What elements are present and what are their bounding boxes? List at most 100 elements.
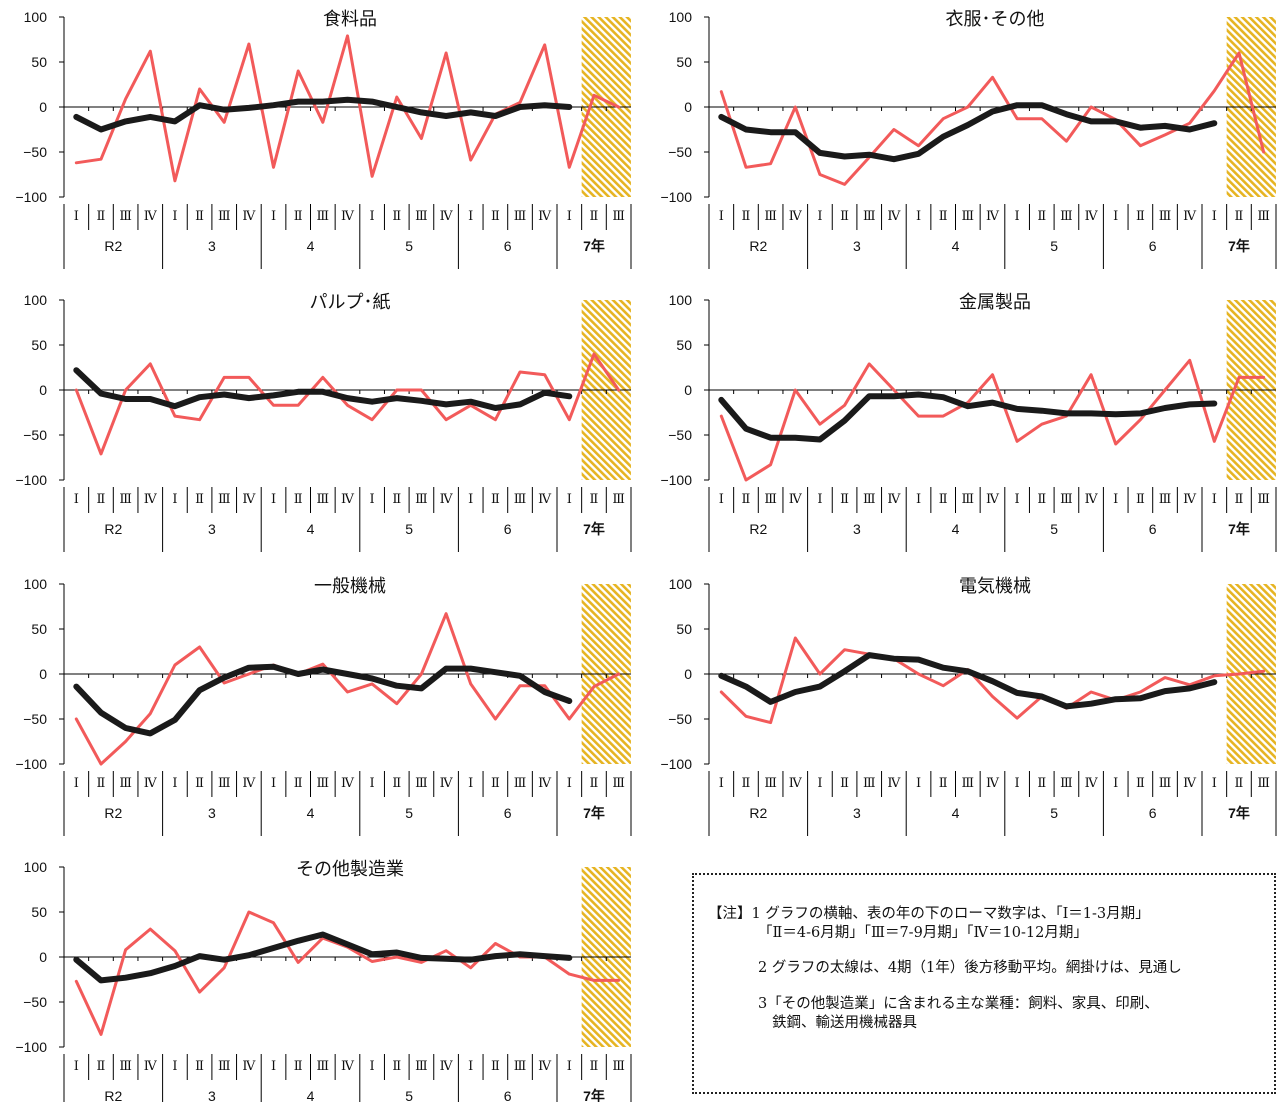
x-quarter-label: Ⅲ — [1159, 209, 1172, 224]
x-year-label: R2 — [104, 1088, 122, 1102]
series-moving-average-line — [73, 931, 573, 984]
chart-title: 電気機械 — [959, 576, 1031, 597]
x-quarter-label: Ⅱ — [491, 776, 500, 791]
note-line-4: 3「その他製造業」に含まれる主な業種：飼料、家具、印刷、 — [758, 996, 1159, 1012]
y-tick-label: −50 — [668, 711, 692, 727]
x-quarter-label: Ⅱ — [392, 1059, 401, 1074]
x-quarter-label: Ⅳ — [341, 1059, 355, 1074]
x-quarter-label: Ⅰ — [567, 492, 572, 507]
x-quarter-label: Ⅱ — [939, 209, 948, 224]
x-quarter-label: Ⅲ — [218, 1059, 231, 1074]
x-quarter-label: Ⅰ — [1113, 492, 1118, 507]
x-quarter-label: Ⅰ — [172, 209, 177, 224]
x-quarter-label: Ⅰ — [817, 492, 822, 507]
x-quarter-label: Ⅲ — [863, 776, 876, 791]
x-year-label: 4 — [307, 805, 315, 821]
x-year-label: 3 — [208, 521, 216, 537]
x-quarter-label: Ⅰ — [567, 209, 572, 224]
y-tick-label: 0 — [39, 949, 47, 965]
x-year-label: 5 — [1050, 238, 1058, 254]
x-quarter-label: Ⅲ — [1159, 492, 1172, 507]
x-quarter-label: Ⅱ — [392, 492, 401, 507]
x-quarter-label: Ⅱ — [294, 209, 303, 224]
x-year-label: 3 — [853, 238, 861, 254]
x-quarter-label: Ⅰ — [916, 776, 921, 791]
y-tick-label: 50 — [31, 904, 47, 920]
x-quarter-label: Ⅰ — [1212, 492, 1217, 507]
y-tick-label: 0 — [39, 382, 47, 398]
y-tick-label: 100 — [24, 859, 48, 875]
x-quarter-label: Ⅰ — [271, 1059, 276, 1074]
y-tick-label: 100 — [24, 576, 48, 592]
x-quarter-label: Ⅱ — [939, 776, 948, 791]
y-tick-label: −100 — [660, 189, 692, 205]
x-quarter-label: Ⅳ — [986, 209, 1000, 224]
chart-title: 食料品 — [323, 9, 377, 30]
y-tick-label: 100 — [24, 9, 48, 25]
series-moving-average-line — [718, 102, 1218, 163]
x-year-label: 4 — [952, 521, 960, 537]
x-year-label: 6 — [504, 238, 512, 254]
x-year-label: 3 — [853, 805, 861, 821]
x-quarter-label: Ⅰ — [916, 492, 921, 507]
x-quarter-label: Ⅱ — [294, 776, 303, 791]
x-quarter-label: Ⅲ — [415, 209, 428, 224]
x-quarter-label: Ⅱ — [1037, 776, 1046, 791]
series-actual-line — [74, 352, 621, 456]
x-year-label: 5 — [405, 521, 413, 537]
x-year-label: 7年 — [583, 1088, 605, 1102]
x-quarter-label: Ⅰ — [271, 209, 276, 224]
x-quarter-label: Ⅳ — [538, 209, 552, 224]
x-quarter-label: Ⅲ — [612, 776, 625, 791]
x-quarter-label: Ⅰ — [1113, 209, 1118, 224]
y-tick-label: 0 — [684, 99, 692, 115]
x-quarter-label: Ⅳ — [1183, 209, 1197, 224]
x-year-label: 4 — [952, 805, 960, 821]
x-quarter-label: Ⅳ — [538, 776, 552, 791]
x-quarter-label: Ⅱ — [840, 492, 849, 507]
x-quarter-label: Ⅳ — [341, 492, 355, 507]
x-quarter-label: Ⅲ — [612, 1059, 625, 1074]
x-year-label: 7年 — [583, 805, 605, 821]
x-quarter-label: Ⅳ — [887, 209, 901, 224]
x-quarter-label: Ⅰ — [1212, 209, 1217, 224]
x-quarter-label: Ⅱ — [97, 492, 106, 507]
x-quarter-label: Ⅰ — [172, 492, 177, 507]
x-quarter-label: Ⅳ — [789, 209, 803, 224]
x-quarter-label: Ⅱ — [97, 1059, 106, 1074]
series-actual-line — [719, 51, 1266, 186]
x-quarter-label: Ⅰ — [567, 1059, 572, 1074]
y-tick-label: −100 — [15, 189, 47, 205]
x-quarter-label: Ⅲ — [764, 776, 777, 791]
x-quarter-label: Ⅰ — [74, 209, 79, 224]
x-year-label: 3 — [208, 1088, 216, 1102]
x-quarter-label: Ⅳ — [144, 776, 158, 791]
note-line-2: 「Ⅱ＝4-6月期」「Ⅲ＝7-9月期」「Ⅳ＝10-12月期」 — [758, 925, 1088, 941]
x-year-label: 6 — [504, 521, 512, 537]
x-quarter-label: Ⅲ — [962, 492, 975, 507]
x-quarter-label: Ⅱ — [1136, 492, 1145, 507]
x-quarter-label: Ⅳ — [440, 776, 454, 791]
y-tick-label: 100 — [669, 9, 693, 25]
x-quarter-label: Ⅳ — [1183, 492, 1197, 507]
x-quarter-label: Ⅲ — [119, 776, 132, 791]
x-year-label: R2 — [749, 805, 767, 821]
x-quarter-label: Ⅲ — [415, 776, 428, 791]
x-quarter-label: Ⅲ — [514, 1059, 527, 1074]
x-quarter-label: Ⅰ — [1113, 776, 1118, 791]
x-quarter-label: Ⅳ — [144, 209, 158, 224]
y-tick-label: 50 — [676, 54, 692, 70]
x-quarter-label: Ⅱ — [392, 209, 401, 224]
x-quarter-label: Ⅳ — [986, 776, 1000, 791]
y-tick-label: 50 — [676, 337, 692, 353]
x-year-label: 5 — [405, 805, 413, 821]
x-quarter-label: Ⅱ — [1037, 209, 1046, 224]
y-tick-label: −100 — [660, 756, 692, 772]
x-quarter-label: Ⅰ — [271, 492, 276, 507]
x-quarter-label: Ⅰ — [1212, 776, 1217, 791]
x-year-label: R2 — [104, 238, 122, 254]
x-quarter-label: Ⅱ — [195, 776, 204, 791]
